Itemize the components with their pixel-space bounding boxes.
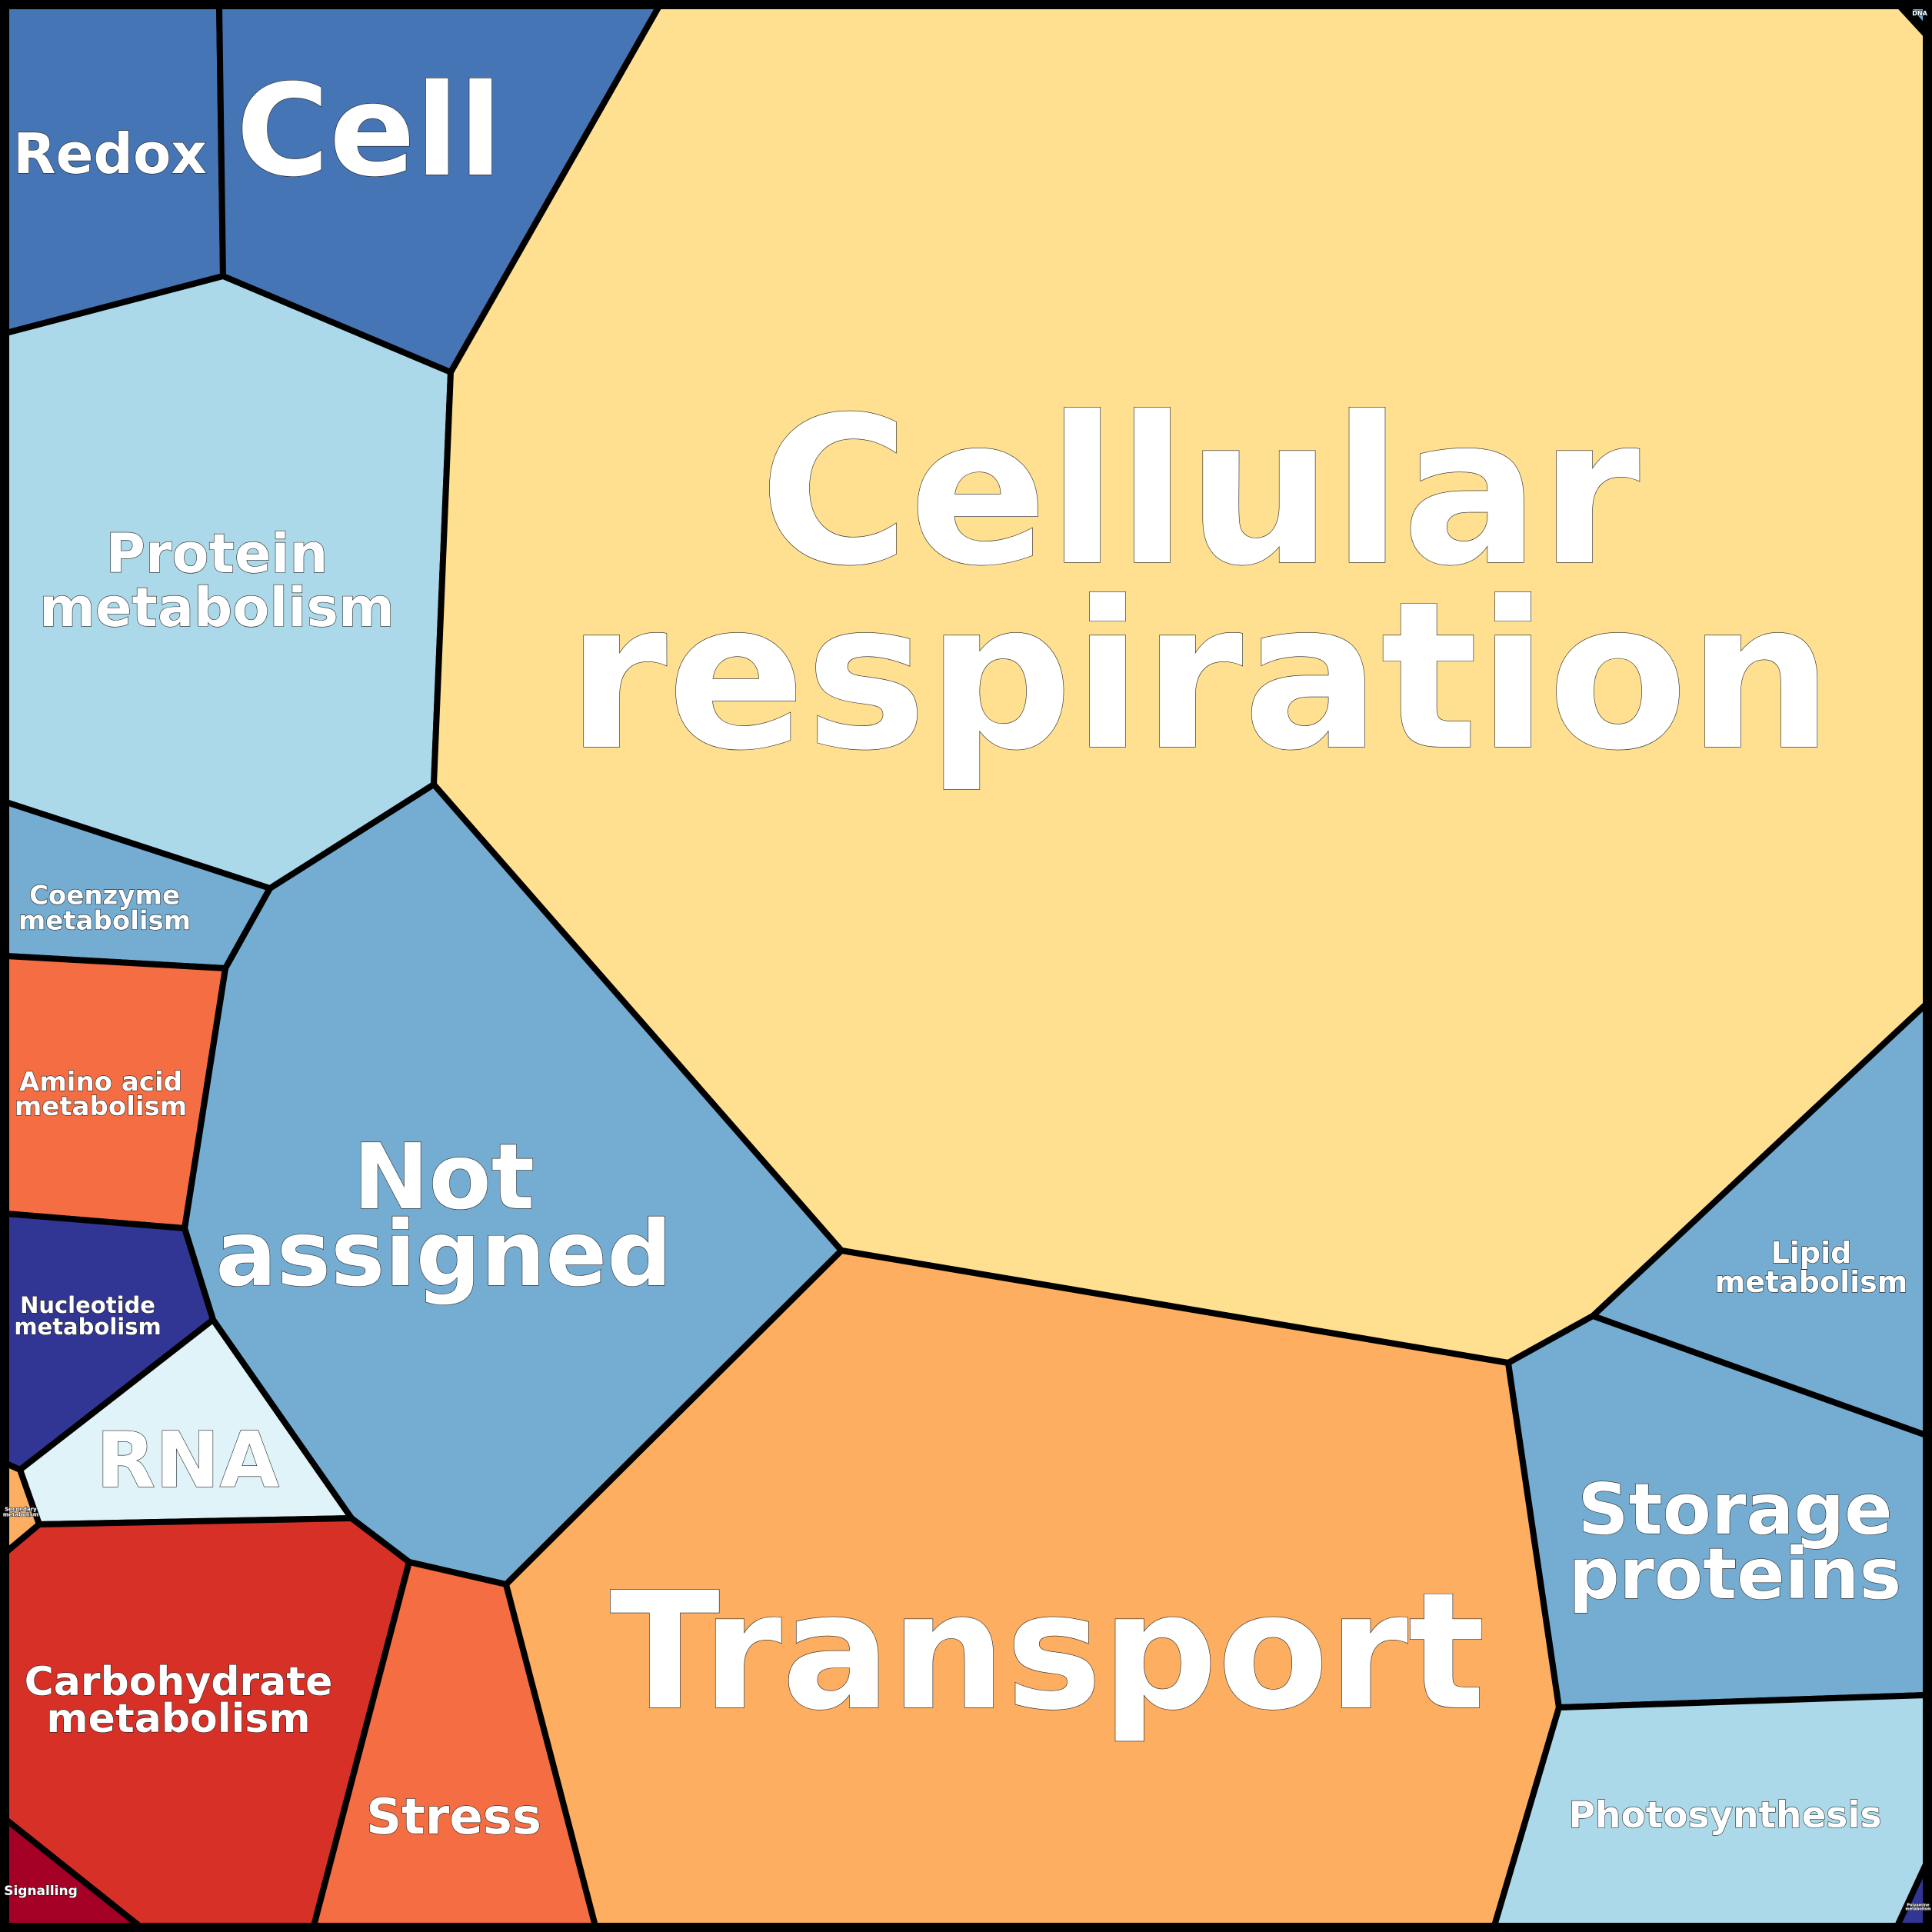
cell-storage-proteins[interactable] xyxy=(1505,1313,1929,1710)
label-cellular-respiration: Cellular respiration xyxy=(567,374,1833,795)
label-lipid-metabolism: Lipid metabolism xyxy=(1715,1236,1908,1299)
label-line: metabolism xyxy=(15,1091,187,1122)
label-line: metabolism xyxy=(46,1696,310,1742)
label-line: metabolism xyxy=(3,1512,38,1518)
label-line: metabolism xyxy=(39,576,395,639)
label-line: Cell xyxy=(236,57,502,205)
label-line: Signalling xyxy=(4,1884,78,1899)
cell-polyamine-metabolism[interactable] xyxy=(1894,1861,1929,1929)
label-line: Not xyxy=(353,1124,535,1230)
label-line: Polyamine xyxy=(1907,1904,1930,1908)
label-line: DNA xyxy=(1912,10,1927,17)
label-line: Transport xyxy=(610,1557,1486,1746)
label-line: Secondary xyxy=(5,1507,37,1513)
label-line: Nucleotide xyxy=(20,1292,155,1318)
label-line: Cellular xyxy=(760,374,1642,611)
label-line: metabolism xyxy=(18,906,191,937)
label-polyamine-metabolism: Polyamine metabolism xyxy=(1906,1904,1931,1912)
label-secondary-metabolism: Secondary metabolism xyxy=(3,1507,38,1518)
label-not-assigned: Not assigned xyxy=(215,1124,672,1307)
label-line: respiration xyxy=(567,558,1833,795)
label-line: Coenzyme xyxy=(29,881,180,911)
label-line: Protein xyxy=(106,522,328,585)
label-coenzyme-metabolism: Coenzyme metabolism xyxy=(18,881,191,937)
label-line: Storage xyxy=(1577,1468,1892,1551)
label-line: metabolism xyxy=(14,1314,161,1340)
label-line: RNA xyxy=(96,1415,279,1505)
label-stress: Stress xyxy=(366,1789,541,1846)
label-line: Photosynthesis xyxy=(1569,1794,1882,1837)
label-line: Redox xyxy=(13,122,207,186)
label-signalling: Signalling xyxy=(4,1884,78,1899)
label-amino-acid-metabolism: Amino acid metabolism xyxy=(15,1067,187,1122)
label-dna: DNA xyxy=(1912,10,1927,17)
label-line: Stress xyxy=(366,1789,541,1846)
label-line: assigned xyxy=(215,1201,672,1307)
label-line: Lipid xyxy=(1771,1236,1852,1270)
label-cell: Cell xyxy=(236,57,502,205)
label-line: Amino acid xyxy=(19,1067,182,1098)
label-protein-metabolism: Protein metabolism xyxy=(39,522,395,639)
label-line: proteins xyxy=(1569,1533,1902,1615)
label-line: metabolism xyxy=(1715,1265,1908,1299)
label-storage-proteins: Storage proteins xyxy=(1569,1468,1902,1615)
label-transport: Transport xyxy=(610,1557,1486,1746)
label-carbohydrate-metabolism: Carbohydrate metabolism xyxy=(25,1659,333,1742)
label-redox: Redox xyxy=(13,122,207,186)
label-nucleotide-metabolism: Nucleotide metabolism xyxy=(14,1292,161,1340)
cell-dna[interactable] xyxy=(1903,3,1929,32)
label-rna: RNA xyxy=(96,1415,279,1505)
cell-signalling[interactable] xyxy=(3,1817,142,1929)
label-line: Carbohydrate xyxy=(25,1659,333,1705)
label-line: metabolism xyxy=(1906,1907,1931,1912)
label-photosynthesis: Photosynthesis xyxy=(1569,1794,1882,1837)
